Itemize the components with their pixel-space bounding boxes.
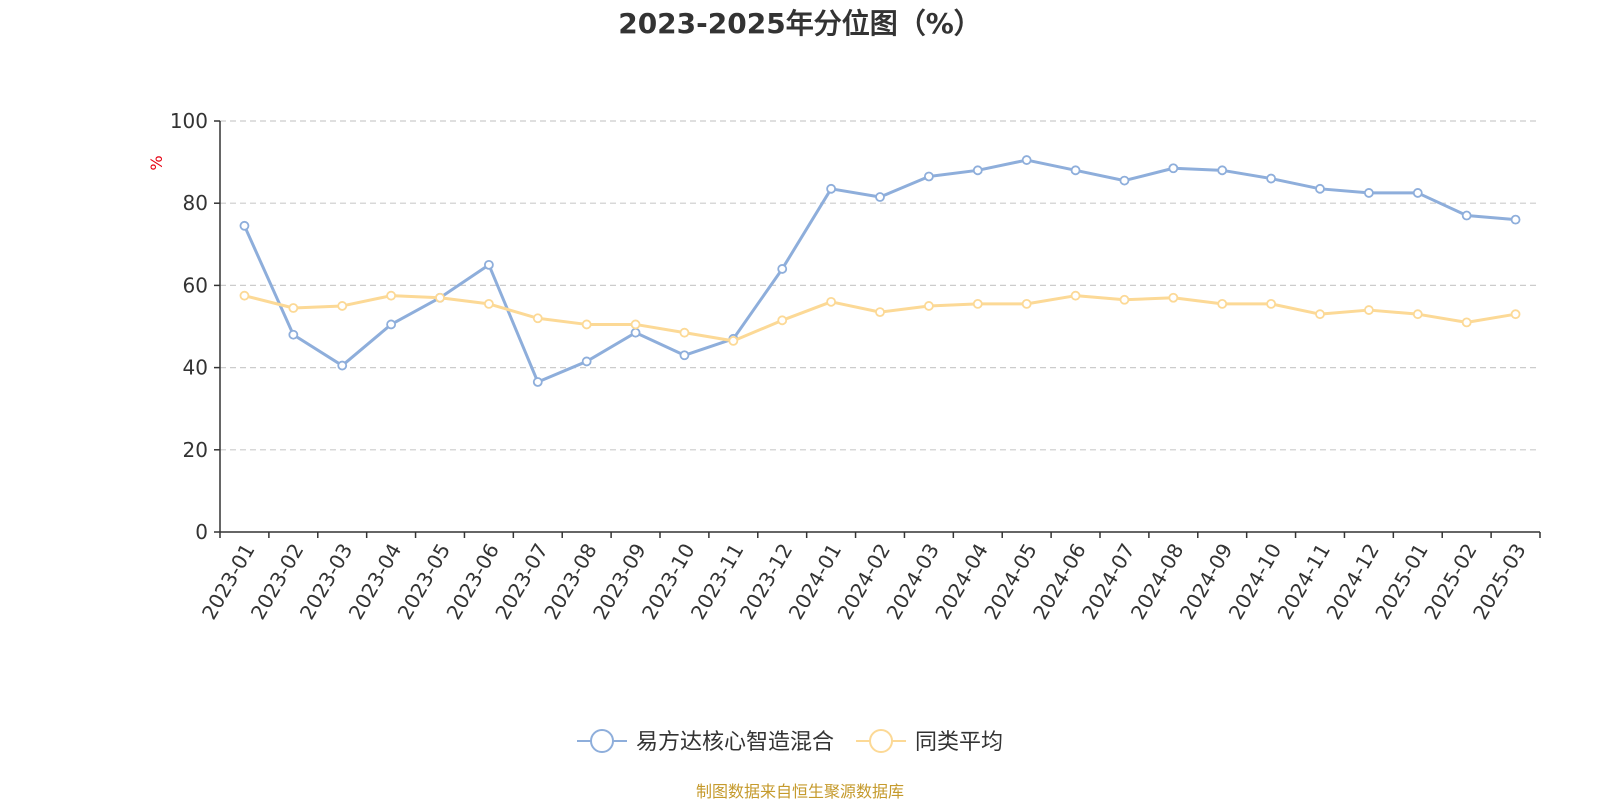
data-point[interactable] bbox=[1070, 290, 1081, 301]
legend-marker-icon bbox=[869, 729, 894, 753]
data-point[interactable] bbox=[581, 319, 592, 330]
data-point[interactable] bbox=[630, 319, 641, 330]
data-point[interactable] bbox=[435, 292, 445, 303]
data-point[interactable] bbox=[679, 350, 690, 361]
data-point[interactable] bbox=[386, 290, 397, 301]
data-point[interactable] bbox=[972, 165, 983, 176]
data-point[interactable] bbox=[1510, 214, 1521, 225]
legend-item-1[interactable]: 易方达核心智造混合 bbox=[577, 729, 834, 755]
data-point[interactable] bbox=[581, 356, 592, 367]
y-tick-label: 60 bbox=[183, 273, 208, 297]
data-point[interactable] bbox=[923, 301, 934, 311]
data-point[interactable] bbox=[728, 335, 739, 346]
y-axis-label: % bbox=[147, 155, 166, 170]
legend: 易方达核心智造混合 同类平均 bbox=[577, 729, 1003, 755]
data-point[interactable] bbox=[532, 313, 543, 324]
legend-label: 同类平均 bbox=[915, 730, 1003, 755]
data-point[interactable] bbox=[1168, 292, 1179, 303]
data-point[interactable] bbox=[1412, 188, 1423, 198]
y-tick-label: 0 bbox=[195, 520, 208, 544]
data-point[interactable] bbox=[1315, 183, 1325, 194]
source-note: 制图数据来自恒生聚源数据库 bbox=[696, 782, 904, 800]
data-point[interactable] bbox=[483, 298, 494, 309]
data-point[interactable] bbox=[1119, 175, 1130, 186]
data-point[interactable] bbox=[483, 259, 494, 270]
data-point[interactable] bbox=[239, 220, 250, 231]
legend-label: 易方达核心智造混合 bbox=[636, 730, 834, 755]
data-point[interactable] bbox=[875, 307, 885, 318]
data-point[interactable] bbox=[1217, 298, 1228, 309]
series-lines bbox=[239, 155, 1521, 387]
data-point[interactable] bbox=[337, 360, 348, 371]
data-point[interactable] bbox=[288, 329, 299, 340]
data-point[interactable] bbox=[1315, 309, 1325, 320]
data-point[interactable] bbox=[826, 183, 837, 194]
data-point[interactable] bbox=[1461, 210, 1472, 221]
data-point[interactable] bbox=[1510, 309, 1521, 320]
data-point[interactable] bbox=[777, 315, 788, 326]
data-point[interactable] bbox=[826, 296, 837, 307]
data-point[interactable] bbox=[1266, 298, 1277, 309]
data-point[interactable] bbox=[1217, 165, 1228, 176]
data-point[interactable] bbox=[532, 377, 543, 387]
data-point[interactable] bbox=[288, 303, 299, 313]
data-point[interactable] bbox=[1168, 163, 1179, 174]
data-point[interactable] bbox=[875, 192, 885, 202]
legend-item-2[interactable]: 同类平均 bbox=[856, 729, 1003, 755]
data-point[interactable] bbox=[337, 301, 348, 311]
data-point[interactable] bbox=[1021, 155, 1032, 165]
chart-title: 2023-2025年分位图（%） bbox=[618, 7, 982, 40]
data-point[interactable] bbox=[679, 327, 690, 338]
series-2 bbox=[239, 290, 1521, 346]
data-point[interactable] bbox=[1412, 309, 1423, 320]
data-point[interactable] bbox=[1119, 294, 1130, 305]
data-point[interactable] bbox=[1266, 173, 1277, 184]
y-tick-label: 100 bbox=[170, 109, 208, 133]
data-point[interactable] bbox=[923, 171, 934, 182]
data-point[interactable] bbox=[386, 319, 397, 330]
data-point[interactable] bbox=[1363, 305, 1374, 315]
y-tick-label: 20 bbox=[183, 438, 208, 462]
y-tick-label: 80 bbox=[183, 191, 208, 215]
series-line bbox=[242, 294, 1518, 343]
data-point[interactable] bbox=[972, 298, 983, 309]
axes: 0204060801002023-012023-022023-032023-04… bbox=[170, 109, 1541, 624]
series-1 bbox=[239, 155, 1521, 387]
grid-lines bbox=[220, 120, 1540, 451]
data-point[interactable] bbox=[1021, 298, 1032, 309]
data-point[interactable] bbox=[239, 290, 250, 301]
data-point[interactable] bbox=[1461, 317, 1472, 328]
data-point[interactable] bbox=[777, 264, 788, 274]
data-point[interactable] bbox=[1070, 165, 1081, 176]
legend-marker-icon bbox=[590, 729, 614, 753]
data-point[interactable] bbox=[1363, 188, 1374, 198]
data-point[interactable] bbox=[630, 327, 641, 338]
y-tick-label: 40 bbox=[183, 356, 208, 380]
